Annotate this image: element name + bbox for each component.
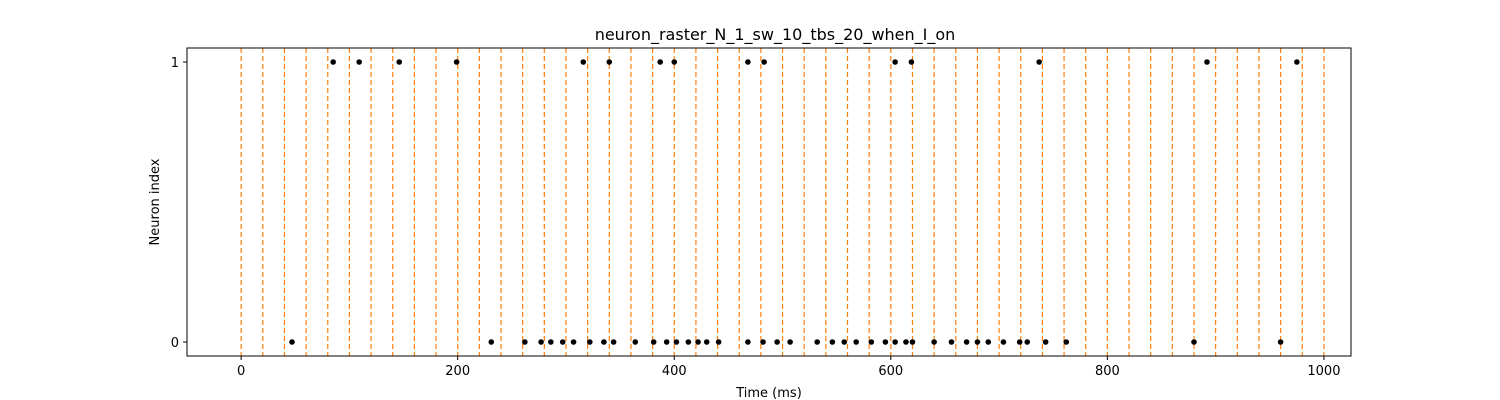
spike-point	[453, 59, 460, 65]
spike-point	[903, 339, 909, 345]
spike-point	[761, 59, 767, 65]
spike-point	[580, 59, 587, 65]
x-tick-label: 200	[445, 364, 470, 379]
spike-point	[829, 339, 836, 345]
plot-frame	[186, 47, 1352, 357]
spike-point	[663, 339, 670, 345]
spike-point	[1024, 339, 1031, 345]
spike-point	[356, 59, 362, 65]
spike-point	[963, 339, 970, 345]
spike-point	[814, 339, 820, 345]
spike-point	[1277, 339, 1284, 345]
spike-point	[330, 59, 336, 65]
spike-point	[715, 339, 722, 345]
spike-point	[745, 339, 751, 345]
spike-point	[908, 59, 915, 65]
spike-point	[1042, 339, 1049, 345]
x-tick-label: 1000	[1307, 364, 1340, 379]
spike-point	[1000, 339, 1007, 345]
spike-point	[289, 339, 295, 345]
spike-point	[1036, 59, 1042, 65]
spike-point	[1294, 59, 1300, 65]
spike-point	[673, 339, 680, 345]
spike-point	[671, 59, 678, 65]
spike-point	[787, 339, 793, 345]
spike-point	[853, 339, 859, 345]
x-tick-label: 0	[237, 364, 245, 379]
spike-point	[892, 339, 898, 345]
spike-point	[909, 339, 916, 345]
spike-point	[1191, 339, 1197, 345]
spike-point	[745, 59, 751, 65]
spike-point	[985, 339, 992, 345]
spike-point	[396, 59, 403, 65]
spike-point	[685, 339, 692, 345]
spike-point	[1016, 339, 1023, 345]
spike-point	[606, 59, 613, 65]
spike-point	[974, 339, 981, 345]
x-axis-label: Time (ms)	[735, 386, 802, 400]
spike-point	[892, 59, 898, 65]
vline-group	[240, 48, 1325, 356]
x-tick-group: 0 200 400 600 800 1000	[237, 356, 1340, 379]
spike-point	[570, 339, 577, 345]
spike-point	[760, 339, 766, 345]
spike-point	[931, 339, 937, 345]
spike-group	[289, 59, 1300, 345]
spike-point	[522, 339, 528, 345]
spike-point	[882, 339, 889, 345]
spike-point	[703, 339, 710, 345]
spike-point	[657, 59, 663, 65]
spike-point	[774, 339, 780, 345]
spike-point	[538, 339, 544, 345]
spike-point	[610, 339, 617, 345]
y-tick-label: 0	[171, 336, 179, 351]
spike-point	[488, 339, 495, 345]
spike-point	[695, 339, 701, 345]
spike-point	[586, 339, 593, 345]
x-tick-label: 600	[878, 364, 903, 379]
chart-title: neuron_raster_N_1_sw_10_tbs_20_when_I_on	[595, 25, 956, 45]
spike-point	[1063, 339, 1070, 345]
spike-point	[559, 339, 566, 345]
y-axis-label: Neuron index	[148, 158, 163, 245]
spike-point	[1204, 59, 1210, 65]
spike-point	[841, 339, 848, 345]
spike-point	[632, 339, 639, 345]
spike-point	[548, 339, 554, 345]
y-tick-label: 1	[171, 56, 179, 71]
spike-point	[948, 339, 955, 345]
spike-point	[650, 339, 657, 345]
x-tick-label: 800	[1095, 364, 1120, 379]
spike-point	[868, 339, 875, 345]
x-tick-label: 400	[662, 364, 687, 379]
spike-point	[601, 339, 607, 345]
y-tick-group: 01	[171, 56, 187, 351]
